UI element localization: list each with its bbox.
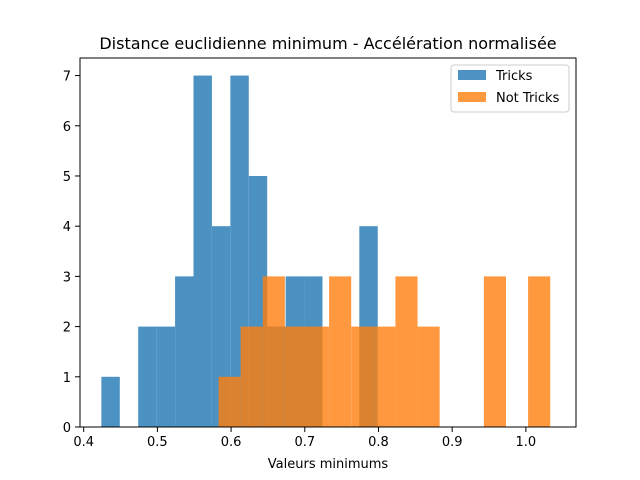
legend-swatch-not-tricks: [458, 92, 486, 102]
x-tick-label: 0.6: [221, 435, 242, 450]
plot-frame: [79, 57, 577, 428]
y-tick-label: 4: [63, 220, 71, 235]
x-tick-label: 0.4: [73, 435, 94, 450]
legend: Tricks Not Tricks: [450, 64, 570, 113]
tricks-bar: [101, 376, 120, 427]
tricks-bar: [138, 326, 157, 427]
not-tricks-bar: [417, 326, 440, 427]
legend-label-tricks: Tricks: [495, 69, 533, 84]
not-tricks-bar: [218, 376, 241, 427]
x-tick-label: 1.0: [516, 435, 537, 450]
not-tricks-bar: [483, 276, 506, 427]
x-tick-label: 0.5: [147, 435, 168, 450]
y-tick-label: 6: [63, 120, 71, 135]
not-tricks-bar: [306, 326, 330, 427]
not-tricks-bar: [528, 276, 551, 427]
not-tricks-bar: [240, 326, 263, 427]
not-tricks-bar: [373, 326, 396, 427]
y-tick-label: 1: [63, 371, 71, 386]
y-tick-label: 0: [63, 421, 71, 436]
x-tick-label: 0.7: [294, 435, 315, 450]
y-tick-label: 2: [63, 321, 71, 336]
x-axis-ticks: 0.4 0.5 0.6 0.7 0.8 0.9 1.0: [73, 427, 536, 450]
x-tick-label: 0.8: [368, 435, 389, 450]
not-tricks-bar: [395, 276, 418, 427]
y-tick-label: 3: [63, 270, 71, 285]
not-tricks-bar: [262, 276, 285, 427]
tricks-bar: [175, 276, 194, 427]
tricks-bar: [156, 326, 176, 427]
not-tricks-bar: [329, 276, 352, 427]
legend-label-not-tricks: Not Tricks: [496, 91, 560, 106]
chart-title: Distance euclidienne minimum - Accélérat…: [99, 34, 556, 53]
tricks-bar: [193, 75, 212, 428]
x-axis-label: Valeurs minimums: [268, 457, 389, 472]
y-axis-ticks: 0 1 2 3 4 5 6 7: [63, 70, 80, 436]
x-tick-label: 0.9: [442, 435, 463, 450]
y-tick-label: 5: [63, 170, 71, 185]
y-tick-label: 7: [63, 70, 71, 85]
legend-swatch-tricks: [458, 70, 486, 80]
not-tricks-bars: [218, 276, 551, 427]
not-tricks-bar: [351, 326, 374, 427]
not-tricks-bar: [284, 326, 307, 427]
